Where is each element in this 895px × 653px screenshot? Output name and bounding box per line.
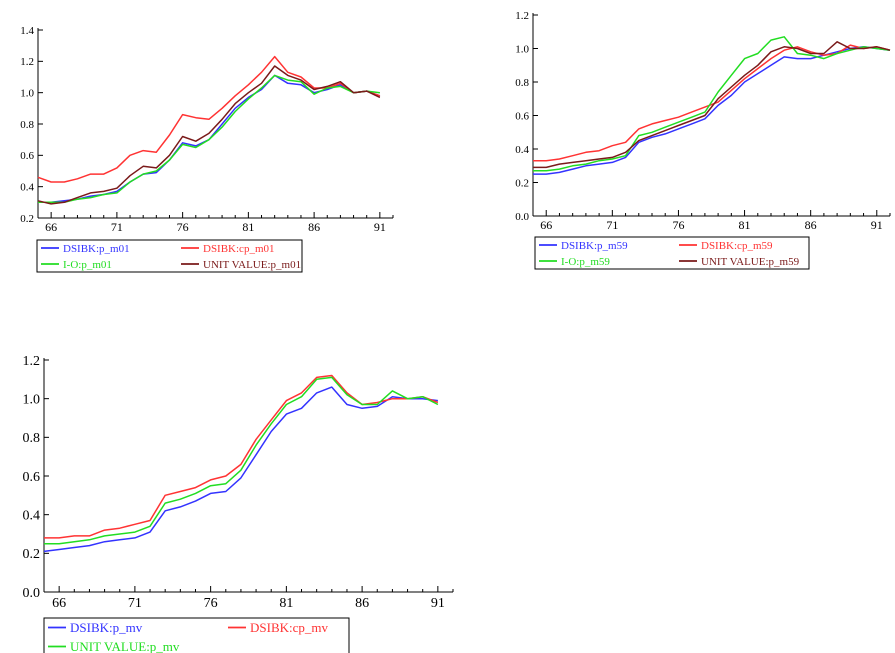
- x-tick-label: 91: [374, 220, 386, 234]
- x-tick-label: 91: [431, 596, 445, 611]
- legend-label: DSIBK:cp_m01: [203, 243, 275, 255]
- series-line-i-o-p-m59: [533, 36, 891, 172]
- legend: DSIBK:p_mv DSIBK:cp_mv UNIT VALUE:p_mv: [43, 617, 350, 653]
- legend-label: I-O:p_m01: [63, 259, 112, 271]
- legend-label: DSIBK:p_mv: [70, 620, 143, 635]
- legend-label: DSIBK:p_m59: [561, 240, 628, 252]
- y-tick-label: 0.6: [20, 150, 34, 162]
- legend-label: UNIT VALUE:p_mv: [70, 639, 180, 653]
- y-tick-label: 0.8: [20, 119, 34, 131]
- series-line-dsibk-p-mv: [43, 386, 438, 553]
- x-tick-label: 71: [128, 596, 142, 611]
- y-tick-label: 1.4: [20, 25, 34, 37]
- legend-label: UNIT VALUE:p_m59: [701, 256, 800, 268]
- y-tick-label: 0.6: [515, 110, 529, 122]
- y-tick-label: 1.0: [23, 393, 41, 408]
- x-tick-label: 86: [308, 220, 320, 234]
- x-tick-label: 71: [606, 218, 618, 232]
- series-line-unit-value-p-m01: [37, 65, 381, 205]
- y-tick-label: 0.2: [23, 547, 41, 562]
- x-tick-label: 76: [204, 596, 218, 611]
- y-tick-label: 0.8: [515, 77, 529, 89]
- legend: DSIBK:p_m01 DSIBK:cp_m01 I-O:p_m01 UNIT VAL…: [36, 239, 303, 273]
- legend-box: [36, 239, 303, 273]
- x-tick-label: 91: [871, 218, 883, 232]
- chart-panel-3: 0.0 0.2 0.4 0.6 0.8 1.0 1.2 66 71 76 81 86 91 DSIBK:p…: [23, 354, 454, 653]
- y-tick-label: 1.2: [515, 10, 529, 22]
- x-tick-label: 66: [540, 218, 552, 232]
- chart-panel-1: 0.2 0.4 0.6 0.8 1.0 1.2 1.4 66 71 76 81 86 91 DSIBK:p…: [20, 25, 394, 273]
- series-line-i-o-p-m01: [38, 74, 380, 204]
- legend-label: DSIBK:cp_mv: [250, 620, 329, 635]
- x-tick-label: 81: [739, 218, 751, 232]
- series-line-unit-value-p-mv: [44, 376, 439, 545]
- legend-label: DSIBK:p_m01: [63, 243, 130, 255]
- y-tick-label: 1.0: [20, 88, 34, 100]
- y-tick-label: 0.8: [23, 431, 41, 446]
- legend-box: [43, 617, 350, 653]
- x-tick-label: 66: [52, 596, 66, 611]
- chart-panel-2: 0.0 0.2 0.4 0.6 0.8 1.0 1.2 66 71 76 81 86 91 DSIBK:p…: [515, 10, 891, 270]
- y-tick-label: 0.2: [20, 213, 34, 225]
- x-tick-label: 71: [111, 220, 123, 234]
- series-line-dsibk-cp-m59: [533, 44, 891, 162]
- y-tick-label: 0.0: [515, 211, 529, 223]
- y-tick-label: 0.4: [515, 144, 529, 156]
- series-line-dsibk-cp-m01: [37, 55, 381, 183]
- x-tick-label: 76: [672, 218, 684, 232]
- series-line-unit-value-p-m59: [533, 41, 891, 169]
- y-tick-label: 0.2: [515, 177, 529, 189]
- y-tick-label: 0.0: [23, 586, 41, 601]
- x-tick-label: 86: [805, 218, 817, 232]
- y-tick-label: 1.0: [515, 43, 529, 55]
- x-tick-label: 66: [45, 220, 57, 234]
- y-tick-label: 0.4: [20, 182, 34, 194]
- legend-label: UNIT VALUE:p_m01: [203, 259, 301, 271]
- series-line-dsibk-cp-mv: [44, 374, 439, 539]
- series-line-dsibk-p-m59: [533, 46, 891, 175]
- x-tick-label: 76: [177, 220, 189, 234]
- legend: DSIBK:p_m59 DSIBK:cp_m59 I-O:p_m59 UNIT VAL…: [534, 236, 810, 270]
- y-tick-label: 1.2: [20, 56, 34, 68]
- legend-box: [534, 236, 810, 270]
- y-tick-label: 0.6: [23, 470, 41, 485]
- legend-label: DSIBK:cp_m59: [701, 240, 773, 252]
- y-tick-label: 1.2: [23, 354, 41, 369]
- x-tick-label: 86: [355, 596, 369, 611]
- y-tick-label: 0.4: [23, 509, 41, 524]
- x-tick-label: 81: [279, 596, 293, 611]
- x-tick-label: 81: [242, 220, 254, 234]
- legend-label: I-O:p_m59: [561, 256, 610, 268]
